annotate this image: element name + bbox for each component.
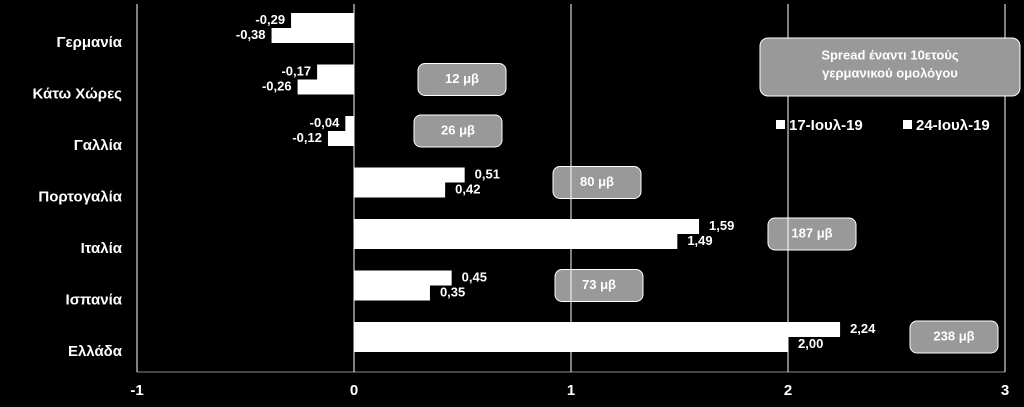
value-label: -0,12 [292,130,322,145]
bar [345,116,354,131]
spread-box [554,269,644,302]
value-label: 0,51 [475,166,500,181]
bar [317,64,354,80]
bar [354,234,678,249]
value-label: 2,00 [798,336,823,351]
value-label: 0,42 [455,181,480,196]
legend-label: 17-Ιουλ-19 [789,117,863,134]
y-tick-label: Γαλλία [74,137,123,154]
bar [327,131,354,146]
bar [271,28,354,43]
bar [354,322,841,337]
y-tick-label: Γερμανία [56,34,122,51]
spread-label: 187 μβ [791,225,832,240]
bar [354,285,430,301]
y-tick-label: Κάτω Χώρες [32,85,122,102]
spread-label: 73 μβ [582,277,616,292]
spread-box [417,63,507,96]
bar [297,79,354,95]
x-tick-label: 2 [784,382,792,399]
spread-label: 238 μβ [933,328,974,343]
x-tick-label: 0 [350,382,358,399]
spread-box [767,217,857,251]
legend-swatch [776,120,785,129]
spread-box [413,114,503,148]
legend-swatch [903,120,912,129]
value-label: 1,49 [687,233,712,248]
legend-label: 24-Ιουλ-19 [916,117,990,134]
bar [354,270,452,286]
value-label: 2,24 [850,321,876,336]
value-label: 1,59 [709,218,734,233]
value-label: -0,04 [310,115,340,130]
x-tick-label: -1 [130,382,143,399]
spread-box [552,166,642,199]
y-tick-label: Ελλάδα [68,343,123,360]
y-tick-label: Ισπανία [66,291,123,308]
value-label: -0,17 [281,63,311,78]
y-tick-label: Πορτογαλία [38,188,122,205]
x-tick-label: 3 [1001,382,1009,399]
spread-label: 80 μβ [580,174,614,189]
spread-label: 26 μβ [441,122,475,137]
value-label: 0,35 [440,284,465,299]
x-tick-label: 1 [567,382,575,399]
spread-title: γερμανικού ομολόγου [822,65,958,80]
value-label: -0,29 [255,12,285,27]
value-label: -0,26 [262,78,292,93]
bar [354,167,465,183]
spread-title-box [759,37,1021,97]
spread-label: 12 μβ [445,71,479,86]
bar [291,13,354,28]
spread-box [909,320,999,354]
bar [354,219,700,234]
spread-title: Spread έναντι 10ετούς [821,47,959,62]
value-label: -0,38 [236,27,266,42]
bar [354,182,446,198]
value-label: 0,45 [462,269,487,284]
y-tick-label: Ιταλία [81,240,123,257]
